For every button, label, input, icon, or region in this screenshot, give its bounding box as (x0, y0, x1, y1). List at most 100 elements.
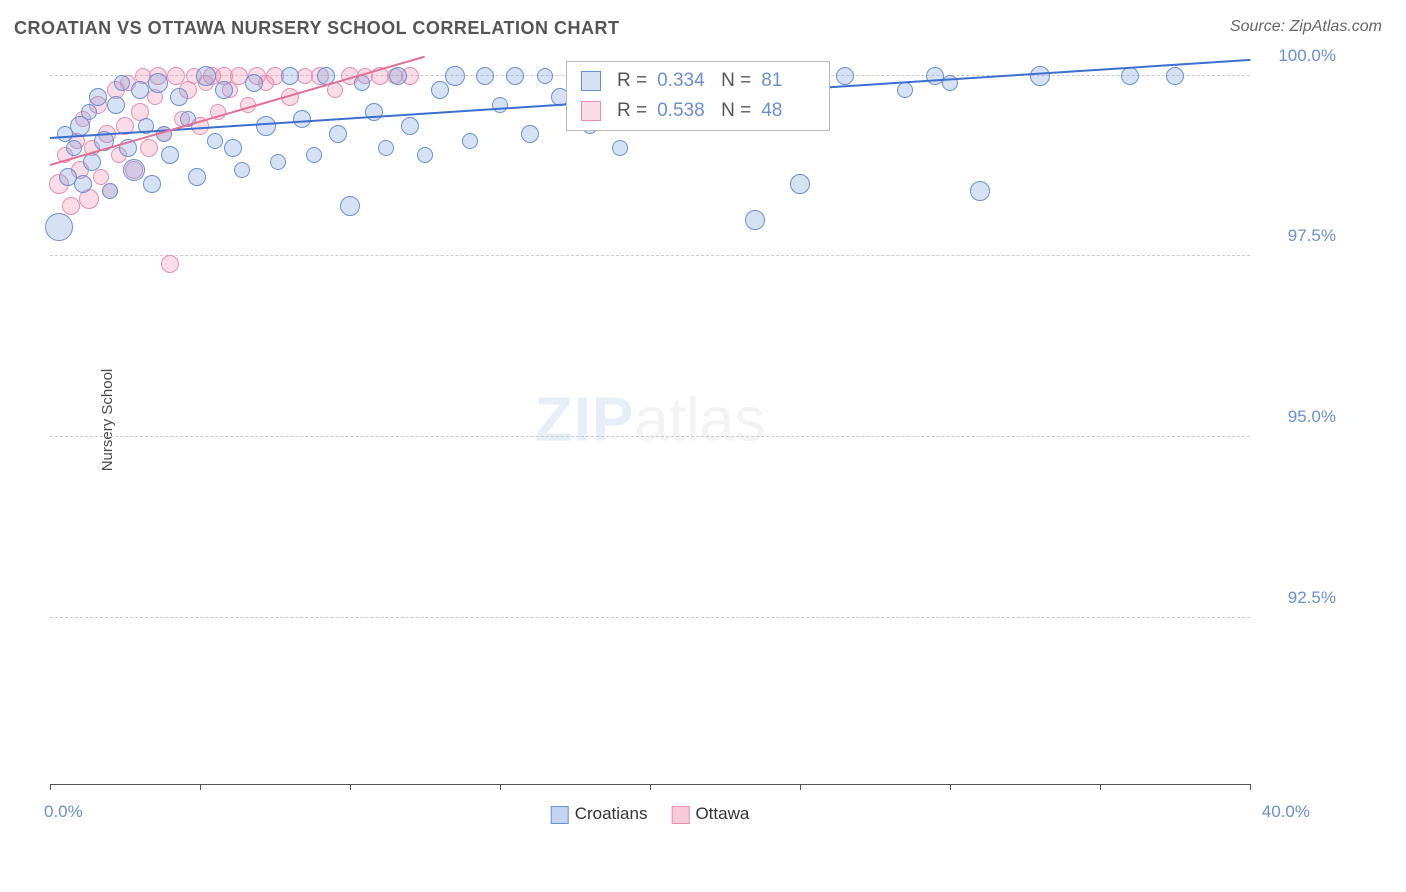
plot-area: ZIPatlas Nursery School Croatians Ottawa… (50, 55, 1250, 785)
scatter-point (329, 125, 347, 143)
source-label: Source: ZipAtlas.com (1230, 18, 1382, 36)
scatter-point (81, 104, 97, 120)
x-tick (1100, 784, 1101, 790)
stats-r-value: 0.538 (657, 96, 711, 126)
scatter-point (836, 67, 854, 85)
x-tick (500, 784, 501, 790)
scatter-point (45, 213, 73, 241)
scatter-point (161, 146, 179, 164)
scatter-point (445, 66, 465, 86)
x-tick (50, 784, 51, 790)
scatter-point (215, 81, 233, 99)
x-tick (200, 784, 201, 790)
legend-label-ottawa: Ottawa (695, 804, 749, 823)
scatter-point (170, 88, 188, 106)
scatter-point (389, 67, 407, 85)
legend-item-croatians: Croatians (551, 804, 648, 824)
scatter-point (745, 210, 765, 230)
legend-swatch-ottawa (671, 806, 689, 824)
scatter-point (293, 110, 311, 128)
scatter-point (270, 154, 286, 170)
scatter-point (281, 67, 299, 85)
stats-n-label: N = (721, 96, 751, 126)
scatter-point (612, 140, 628, 156)
chart-root: CROATIAN VS OTTAWA NURSERY SCHOOL CORREL… (0, 0, 1406, 892)
stats-n-value: 81 (761, 66, 815, 96)
legend-item-ottawa: Ottawa (671, 804, 749, 824)
scatter-point (1166, 67, 1184, 85)
stats-r-value: 0.334 (657, 66, 711, 96)
scatter-point (102, 183, 118, 199)
scatter-point (1030, 66, 1050, 86)
stats-box: R = 0.334 N = 81 R = 0.538 N = 48 (566, 61, 830, 131)
y-tick-label: 100.0% (1278, 46, 1336, 66)
scatter-point (897, 82, 913, 98)
stats-n-value: 48 (761, 96, 815, 126)
x-axis-label: 40.0% (1262, 802, 1310, 822)
scatter-point (476, 67, 494, 85)
gridline-h (50, 255, 1250, 256)
y-tick-label: 97.5% (1288, 226, 1336, 246)
scatter-point (417, 147, 433, 163)
scatter-point (401, 117, 419, 135)
scatter-point (378, 140, 394, 156)
x-tick (350, 784, 351, 790)
chart-title: CROATIAN VS OTTAWA NURSERY SCHOOL CORREL… (14, 18, 620, 39)
stats-row: R = 0.334 N = 81 (581, 66, 815, 96)
scatter-point (506, 67, 524, 85)
legend-swatch-croatians (551, 806, 569, 824)
stats-swatch (581, 71, 601, 91)
stats-row: R = 0.538 N = 48 (581, 96, 815, 126)
scatter-point (148, 73, 168, 93)
scatter-point (790, 174, 810, 194)
scatter-point (83, 153, 101, 171)
scatter-point (140, 139, 158, 157)
scatter-point (462, 133, 478, 149)
scatter-point (62, 197, 80, 215)
scatter-point (492, 97, 508, 113)
scatter-point (431, 81, 449, 99)
stats-n-label: N = (721, 66, 751, 96)
scatter-point (196, 66, 216, 86)
scatter-point (89, 88, 107, 106)
scatter-point (207, 133, 223, 149)
scatter-point (131, 81, 149, 99)
y-tick-label: 92.5% (1288, 588, 1336, 608)
scatter-point (245, 74, 263, 92)
x-tick (1250, 784, 1251, 790)
x-tick (650, 784, 651, 790)
scatter-point (340, 196, 360, 216)
scatter-point (306, 147, 322, 163)
scatter-point (256, 116, 276, 136)
scatter-point (224, 139, 242, 157)
scatter-point (143, 175, 161, 193)
scatter-point (188, 168, 206, 186)
scatter-point (107, 96, 125, 114)
scatter-point (93, 169, 109, 185)
scatter-point (114, 75, 130, 91)
scatter-point (970, 181, 990, 201)
x-tick (800, 784, 801, 790)
stats-r-label: R = (617, 66, 647, 96)
watermark: ZIPatlas (535, 384, 765, 455)
stats-swatch (581, 101, 601, 121)
x-tick (950, 784, 951, 790)
scatter-point (123, 159, 145, 181)
scatter-point (537, 68, 553, 84)
scatter-point (74, 175, 92, 193)
legend-label-croatians: Croatians (575, 804, 648, 823)
gridline-h (50, 436, 1250, 437)
scatter-point (1121, 67, 1139, 85)
y-axis-label: Nursery School (99, 368, 116, 471)
gridline-h (50, 617, 1250, 618)
scatter-point (161, 255, 179, 273)
watermark-atlas: atlas (634, 385, 765, 454)
watermark-zip: ZIP (535, 385, 634, 454)
scatter-point (66, 140, 82, 156)
stats-r-label: R = (617, 96, 647, 126)
x-axis-label: 0.0% (44, 802, 83, 822)
scatter-point (521, 125, 539, 143)
y-tick-label: 95.0% (1288, 407, 1336, 427)
series-legend: Croatians Ottawa (551, 804, 750, 824)
scatter-point (234, 162, 250, 178)
